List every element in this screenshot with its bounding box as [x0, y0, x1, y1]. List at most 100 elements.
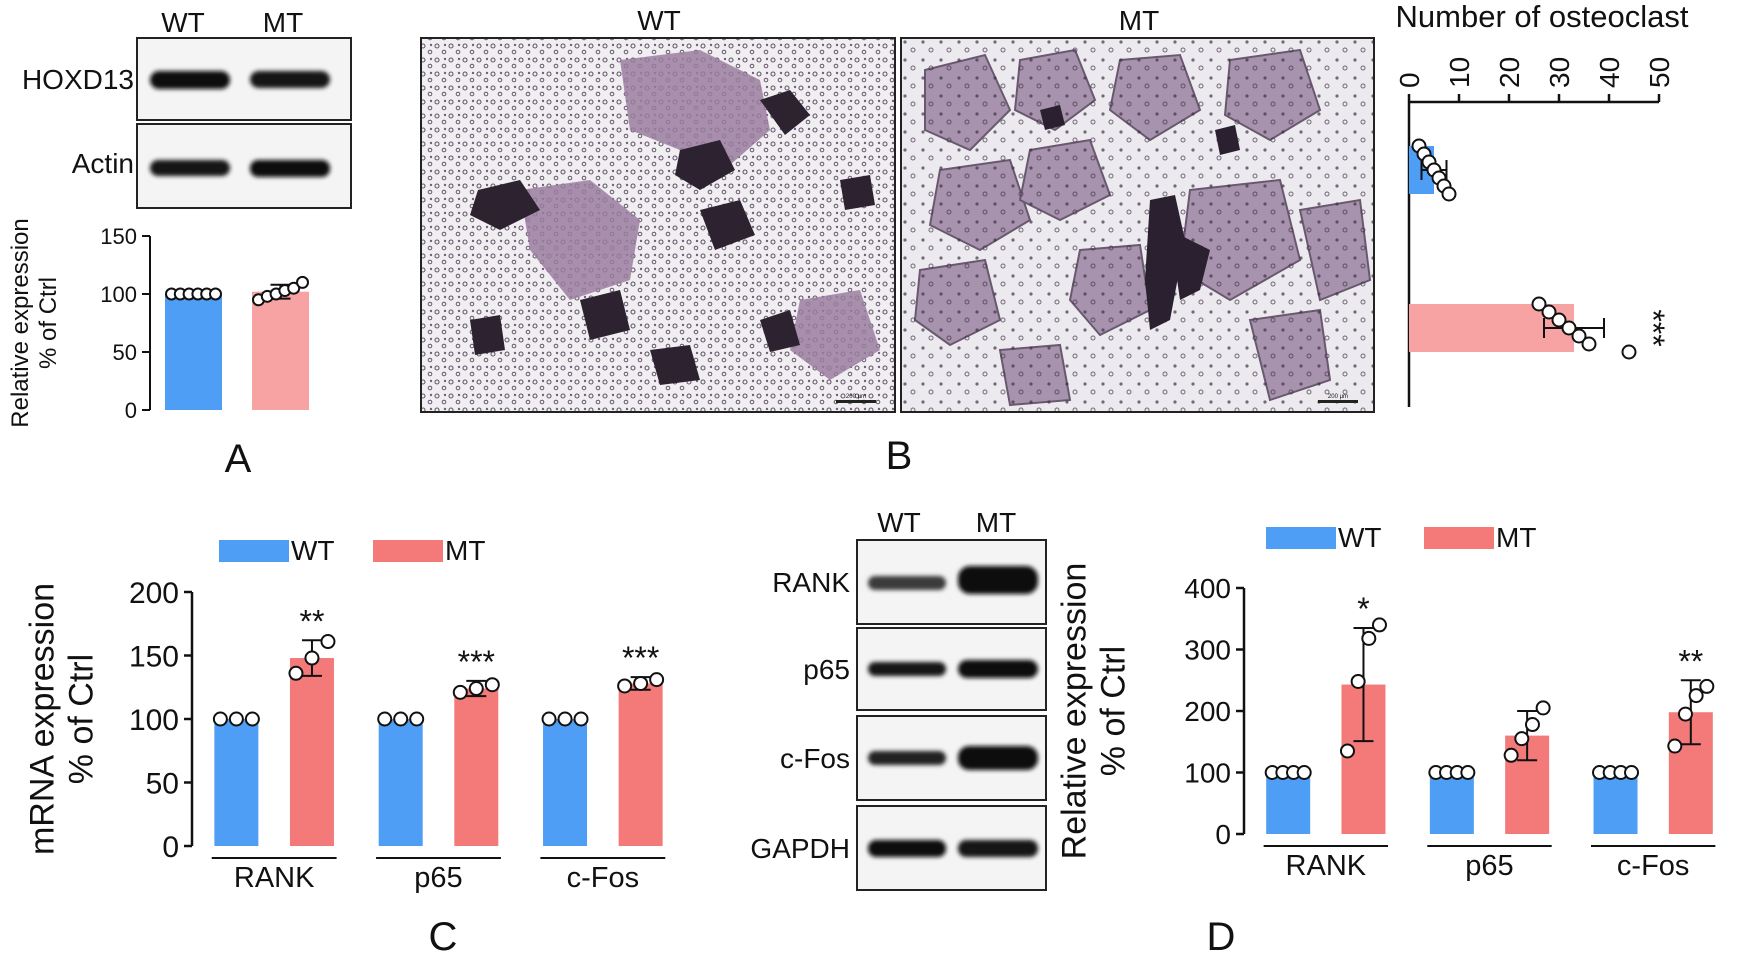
bar	[252, 291, 309, 410]
category-label: RANK	[1286, 850, 1367, 882]
data-point	[1688, 688, 1704, 704]
blot-a-hoxd13-band-wt	[150, 71, 230, 89]
category-label: p65	[1465, 850, 1513, 882]
bar	[454, 688, 499, 846]
data-point	[409, 711, 425, 727]
data-point	[1503, 747, 1519, 763]
image-label-mt: MT	[1119, 5, 1159, 36]
blot-d-p65-band-wt	[868, 662, 946, 676]
bar	[1266, 772, 1311, 834]
blot-d-gapdh-band-mt	[958, 840, 1038, 857]
data-point	[468, 681, 484, 697]
bar	[378, 719, 423, 846]
data-point	[1677, 706, 1693, 722]
legend-swatch	[219, 540, 289, 562]
category-label: RANK	[234, 862, 315, 894]
y-tick-label: 0	[1215, 819, 1231, 850]
data-point	[1624, 765, 1640, 780]
data-point	[393, 711, 409, 727]
legend-label: MT	[445, 535, 485, 566]
data-point	[288, 665, 304, 681]
data-point	[1699, 678, 1715, 694]
legend-label: WT	[1338, 522, 1382, 553]
blot-a-actin-band-mt	[250, 160, 330, 177]
chart-c: 0 50 100 150 200 mRNA expression% of Ctrl ** RA…	[23, 535, 666, 894]
blot-d-protein-gapdh: GAPDH	[750, 833, 850, 864]
bar	[1593, 772, 1638, 834]
data-point	[320, 634, 336, 650]
data-point	[1350, 673, 1366, 689]
y-tick-label: 200	[129, 577, 179, 610]
blot-d-p65-band-mt	[958, 660, 1038, 678]
y-axis-label: Relative expression% of Ctrl	[7, 218, 62, 427]
blot-a-lane-mt: MT	[263, 7, 303, 38]
data-point	[1667, 738, 1683, 754]
blot-d-rank-band-mt	[958, 566, 1038, 594]
data-point	[1361, 630, 1377, 646]
blot-d-gapdh-band-wt	[868, 840, 946, 857]
y-axis-label: Relative expression% of Ctrl	[1055, 563, 1132, 860]
significance-label: **	[1678, 643, 1703, 679]
x-tick-label: 0	[1394, 72, 1425, 88]
micrograph-wt: 200 µm	[420, 37, 896, 413]
y-tick-label: 150	[100, 224, 137, 249]
significance-label: ***	[1635, 309, 1671, 346]
blot-a-protein-actin: Actin	[72, 148, 134, 179]
data-point	[1371, 617, 1387, 633]
data-point	[1531, 296, 1547, 312]
y-tick-label: 100	[1184, 758, 1231, 789]
y-tick-label: 400	[1184, 573, 1231, 604]
data-point	[1339, 743, 1355, 759]
y-tick-label: 100	[129, 704, 179, 737]
data-point	[212, 711, 228, 727]
blot-d-cfos-band-mt	[958, 746, 1038, 770]
legend-label: WT	[291, 535, 335, 566]
blot-a-protein-hoxd13: HOXD13	[22, 64, 134, 95]
y-tick-label: 200	[1184, 696, 1231, 727]
data-point	[1581, 336, 1597, 352]
y-tick-label: 300	[1184, 635, 1231, 666]
legend-label: MT	[1496, 522, 1536, 553]
data-point	[484, 677, 500, 693]
x-axis-label: Number of osteoclast	[1396, 0, 1689, 34]
significance-label: ***	[622, 640, 659, 676]
x-tick-label: 50	[1644, 57, 1675, 88]
data-point	[1535, 700, 1551, 716]
bar	[214, 719, 259, 846]
data-point	[244, 711, 260, 727]
y-axis-label: mRNA expression% of Ctrl	[23, 583, 100, 855]
y-tick-label: 0	[125, 398, 137, 423]
data-point	[377, 711, 393, 727]
y-tick-label: 150	[129, 640, 179, 673]
data-point	[1296, 765, 1312, 780]
y-tick-label: 100	[100, 282, 137, 307]
scale-bar-mt: 200 µm	[1328, 394, 1348, 400]
category-label: c-Fos	[567, 862, 640, 894]
data-point	[287, 281, 301, 295]
data-point	[228, 711, 244, 727]
data-point	[1460, 765, 1476, 780]
data-point	[1551, 312, 1567, 328]
bar	[1429, 772, 1474, 834]
data-point	[649, 672, 665, 688]
panel-label-c: C	[429, 915, 458, 959]
x-tick-label: 10	[1444, 57, 1475, 88]
blot-a-actin-band-wt	[150, 160, 230, 176]
panel-label-b: B	[886, 434, 913, 478]
data-point	[1514, 731, 1530, 747]
legend-swatch	[373, 540, 443, 562]
blot-d-protein-p65: p65	[803, 654, 850, 685]
category-label: c-Fos	[1617, 850, 1690, 882]
x-tick-label: 40	[1594, 57, 1625, 88]
data-point	[617, 678, 633, 694]
data-point	[633, 675, 649, 691]
chart-a: 0 50 100 150 Relative expression% of Ctrl	[7, 218, 309, 428]
panel-b: WT MT 200 µm	[420, 0, 1689, 478]
data-point	[1524, 717, 1540, 733]
blot-d-cfos-band-wt	[868, 751, 946, 765]
category-label: p65	[414, 862, 462, 894]
data-point	[573, 711, 589, 727]
panel-label-d: D	[1207, 915, 1236, 959]
blot-d-protein-rank: RANK	[772, 567, 850, 598]
